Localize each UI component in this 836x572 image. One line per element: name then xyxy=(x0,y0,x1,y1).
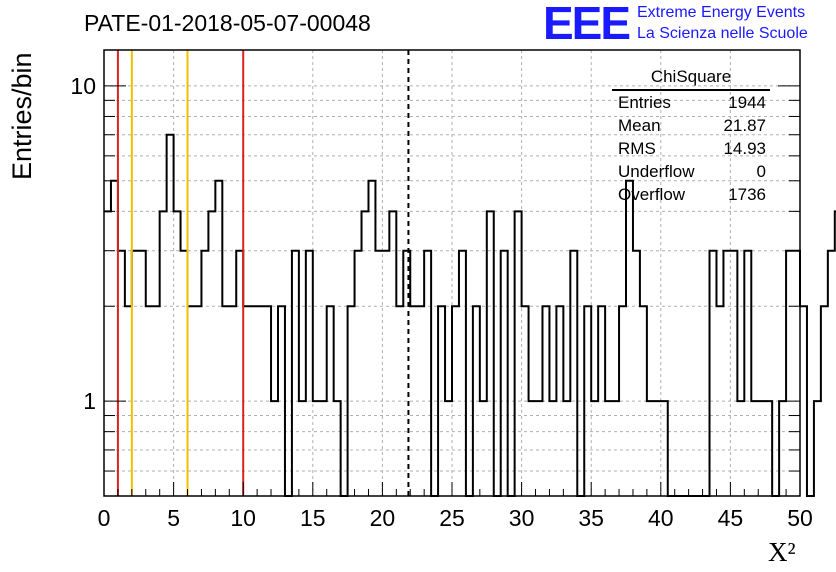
reference-lines xyxy=(116,50,410,496)
stats-label: Mean xyxy=(618,116,661,135)
stats-row-rms: RMS 14.93 xyxy=(612,137,770,160)
grid-lines xyxy=(104,50,800,497)
stats-row-entries: Entries 1944 xyxy=(612,91,770,114)
stats-box: ChiSquare Entries 1944 Mean 21.87 RMS 14.93… xyxy=(612,67,770,206)
stats-label: Underflow xyxy=(618,162,695,181)
x-tick-label: 20 xyxy=(370,505,396,531)
x-tick-label: 25 xyxy=(439,505,465,531)
x-tick-label: 15 xyxy=(300,505,326,531)
x-tick-label: 35 xyxy=(578,505,604,531)
stats-title: ChiSquare xyxy=(612,67,770,91)
stats-value: 0 xyxy=(756,162,766,181)
stats-value: 21.87 xyxy=(723,116,766,135)
stats-row-overflow: Overflow 1736 xyxy=(612,183,770,206)
eee-logo: EEE xyxy=(543,0,631,49)
x-tick-label: 50 xyxy=(787,505,813,531)
stats-row-mean: Mean 21.87 xyxy=(612,114,770,137)
x-tick-label: 0 xyxy=(98,505,111,531)
x-axis-label: X² xyxy=(768,537,796,567)
stats-label: Entries xyxy=(618,93,671,112)
axes: 0 5 10 15 20 25 30 35 40 45 50 1 10 xyxy=(70,49,813,531)
y-axis-label: Entries/bin xyxy=(7,52,37,180)
x-tick-label: 45 xyxy=(718,505,744,531)
stats-label: RMS xyxy=(618,139,656,158)
stats-label: Overflow xyxy=(618,185,686,204)
y-tick-label: 1 xyxy=(83,388,96,414)
stats-value: 1736 xyxy=(728,185,766,204)
y-tick-label: 10 xyxy=(70,73,96,99)
x-tick-label: 5 xyxy=(167,505,180,531)
x-tick-label: 30 xyxy=(509,505,535,531)
x-tick-label: 40 xyxy=(648,505,674,531)
stats-value: 1944 xyxy=(728,93,766,112)
stats-value: 14.93 xyxy=(723,139,766,158)
chart-title: PATE-01-2018-05-07-00048 xyxy=(84,10,371,36)
x-tick-label: 10 xyxy=(230,505,256,531)
logo-line-1: Extreme Energy Events xyxy=(637,4,806,21)
logo-line-2: La Scienza nelle Scuole xyxy=(637,25,808,42)
stats-row-underflow: Underflow 0 xyxy=(612,160,770,183)
